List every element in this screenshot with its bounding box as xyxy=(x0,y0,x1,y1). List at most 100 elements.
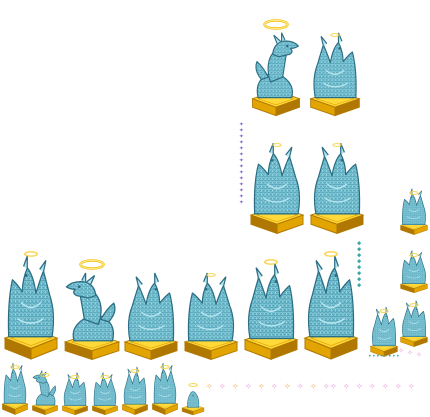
dragon-statue-sprite xyxy=(398,248,430,294)
sparkle-icon: ◆ xyxy=(357,269,362,277)
sparkle-icon: ✦ xyxy=(239,125,244,134)
sparkle-icon: ✧ xyxy=(330,379,337,392)
sparkle-icon: ✧ xyxy=(407,347,414,358)
statue-graphic xyxy=(303,255,359,360)
statue-graphic xyxy=(31,370,59,416)
sparkle-icon: ✦ xyxy=(239,155,244,164)
sparkle-icon: ✦ xyxy=(239,137,244,146)
statue-graphic xyxy=(1,362,29,415)
sparkle-icon: ◆ xyxy=(357,263,362,271)
sparkle-icon: ✧ xyxy=(232,379,239,392)
halo-icon xyxy=(70,364,80,383)
sparkle-icon: ✦ xyxy=(239,119,244,128)
halo-icon xyxy=(272,132,282,151)
sparkle-icon: ✦ xyxy=(239,131,244,140)
halo-icon xyxy=(79,255,105,274)
sparkle-icon: ✧ xyxy=(323,379,330,392)
sparkle-icon: ✦ xyxy=(239,185,244,194)
sparkle-icon: ✧ xyxy=(369,379,376,392)
sparkle-icon: ✧ xyxy=(206,379,213,392)
halo-icon xyxy=(206,262,216,281)
halo-icon xyxy=(160,354,170,373)
sparkle-icon: ✧ xyxy=(398,345,405,356)
dragon-statue-sprite xyxy=(368,304,400,358)
sparkle-icon: ✧ xyxy=(245,379,252,392)
sparkle-icon: ✦ xyxy=(239,179,244,188)
dragon-statue-sprite xyxy=(306,138,368,236)
statue-graphic xyxy=(251,32,301,117)
sparkle-icon: • xyxy=(388,353,392,360)
halo-icon xyxy=(409,242,419,261)
statue-graphic xyxy=(369,306,399,357)
statue-graphic xyxy=(151,362,179,415)
dragon-statue-sprite xyxy=(150,360,180,416)
sparkle-icon: ✧ xyxy=(343,379,350,392)
sparkle-icon: • xyxy=(396,353,400,360)
sparkle-icon: ✧ xyxy=(416,349,423,360)
halo-icon xyxy=(324,242,338,261)
dragon-statue-sprite xyxy=(30,368,60,416)
sparkle-icon: ◆ xyxy=(357,281,362,289)
sparkle-icon: ✧ xyxy=(258,379,265,392)
sparkle-icon: ✦ xyxy=(239,149,244,158)
sparkle-icon: ✧ xyxy=(408,379,415,392)
sparkle-icon: ✧ xyxy=(271,379,278,392)
sparkle-icon: ✧ xyxy=(395,379,402,392)
sparkle-icon: • xyxy=(376,353,380,360)
dragon-statue-sprite xyxy=(0,250,62,362)
halo-icon xyxy=(332,132,342,151)
halo-icon xyxy=(130,358,140,377)
halo-icon xyxy=(330,22,340,41)
sparkle-icon: • xyxy=(384,353,388,360)
statue-graphic xyxy=(123,272,179,361)
statue-graphic xyxy=(399,250,429,294)
sparkle-icon: ✧ xyxy=(297,379,304,392)
sparkle-icon: ✧ xyxy=(356,379,363,392)
sparkle-icon: ✦ xyxy=(239,167,244,176)
sparkle-icon: • xyxy=(372,353,376,360)
dragon-statue-sprite xyxy=(240,258,302,362)
halo-icon xyxy=(100,364,110,383)
sparkle-icon: • xyxy=(392,353,396,360)
halo-icon xyxy=(40,362,50,381)
halo-icon xyxy=(379,298,389,317)
halo-icon xyxy=(409,292,419,311)
halo-icon xyxy=(188,372,198,391)
dragon-statue-sprite xyxy=(180,268,242,362)
statue-graphic xyxy=(181,391,205,416)
statue-graphic xyxy=(249,142,305,235)
halo-icon xyxy=(10,354,20,373)
statue-graphic xyxy=(91,372,119,416)
dragon-statue-sprite xyxy=(300,250,362,362)
sparkle-icon: ✧ xyxy=(310,379,317,392)
sparkle-icon: • xyxy=(368,353,372,360)
sparkle-icon: ✧ xyxy=(382,379,389,392)
statue-graphic xyxy=(63,272,121,361)
statue-graphic xyxy=(309,142,365,235)
statue-graphic xyxy=(399,300,429,348)
dragon-statue-sprite xyxy=(90,370,120,416)
sparkle-icon: ✦ xyxy=(239,161,244,170)
sparkle-icon: ◆ xyxy=(357,239,362,247)
dragon-statue-sprite xyxy=(248,28,304,118)
sparkle-icon: ◆ xyxy=(357,251,362,259)
sparkle-icon: ✦ xyxy=(239,191,244,200)
halo-icon xyxy=(264,250,278,269)
sparkle-icon: ◆ xyxy=(357,257,362,265)
statue-graphic xyxy=(121,366,149,415)
dragon-statue-sprite xyxy=(120,364,150,416)
statue-graphic xyxy=(243,263,299,360)
dragon-statue-sprite xyxy=(180,378,206,416)
sparkle-icon: ✦ xyxy=(239,143,244,152)
halo-icon xyxy=(24,242,38,261)
halo-icon xyxy=(263,15,289,34)
halo-icon xyxy=(409,180,419,199)
sparkle-icon: ✦ xyxy=(239,173,244,182)
statue-graphic xyxy=(183,272,239,361)
dragon-statue-sprite xyxy=(306,28,364,118)
sparkle-icon: ◆ xyxy=(357,275,362,283)
sparkle-icon: • xyxy=(380,353,384,360)
dragon-statue-sprite xyxy=(0,360,30,416)
statue-graphic xyxy=(309,32,361,117)
